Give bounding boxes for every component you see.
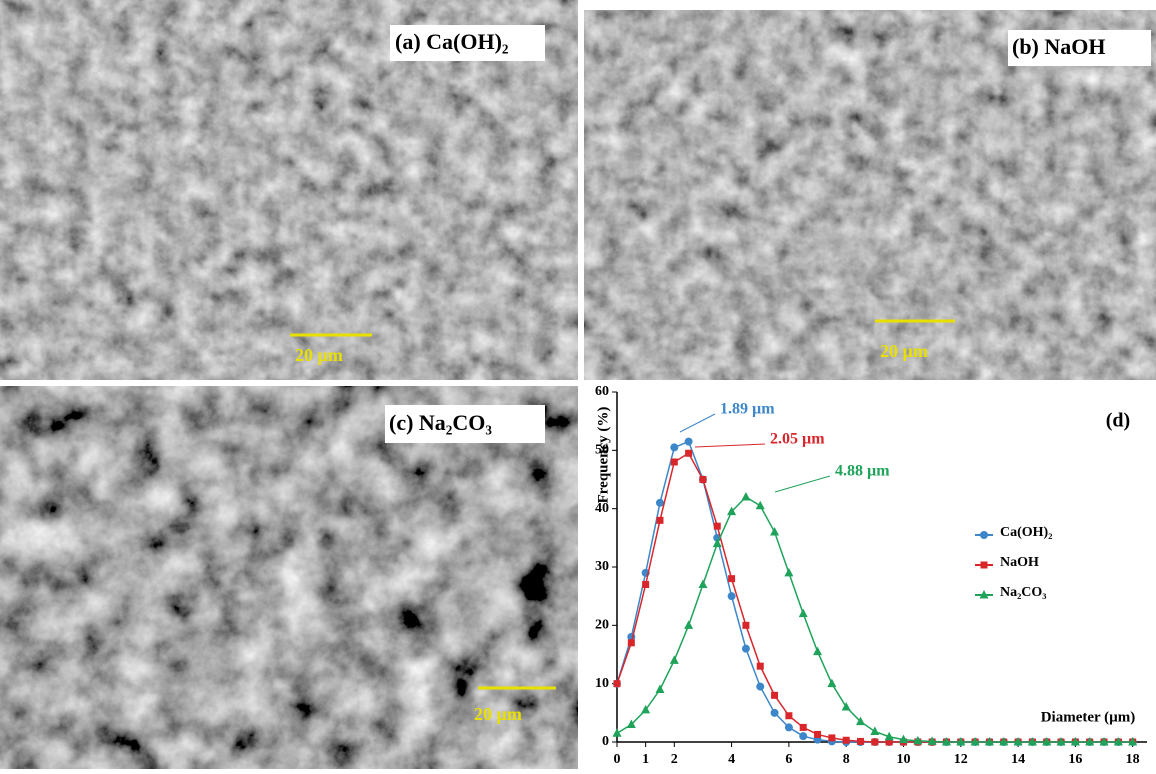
point (742, 645, 750, 653)
point (828, 734, 835, 741)
scale-bar-label: 20 µm (880, 341, 928, 361)
x-tick-label: 12 (954, 752, 968, 767)
point (656, 517, 663, 524)
point (728, 575, 735, 582)
point (628, 639, 635, 646)
point (871, 739, 878, 746)
x-tick-label: 18 (1126, 752, 1140, 767)
point (771, 709, 779, 717)
panel-label: (d) (1106, 410, 1130, 432)
point (714, 523, 721, 530)
legend-label: Na₂CO₃ (1000, 585, 1047, 600)
point (671, 459, 678, 466)
point (685, 450, 692, 457)
x-tick-label: 14 (1011, 752, 1025, 767)
y-tick-label: 60 (595, 384, 609, 399)
point (814, 731, 821, 738)
point (800, 724, 807, 731)
point (656, 499, 664, 507)
x-tick-label: 0 (614, 752, 621, 767)
x-tick-label: 6 (785, 752, 792, 767)
annotation: 2.05 µm (770, 431, 825, 448)
annotation: 4.88 µm (835, 463, 890, 480)
point (771, 692, 778, 699)
y-tick-label: 20 (595, 618, 609, 633)
panel-label: (b) NaOH (1012, 34, 1106, 59)
point (614, 680, 621, 687)
point (756, 683, 764, 691)
y-tick-label: 30 (595, 559, 609, 574)
scale-bar-label: 20 µm (474, 704, 522, 724)
y-tick-label: 40 (595, 501, 609, 516)
point (785, 712, 792, 719)
annotation: 1.89 µm (720, 401, 775, 418)
point (699, 476, 706, 483)
scale-bar-label: 20 µm (295, 345, 343, 365)
point (980, 531, 988, 539)
point (670, 443, 678, 451)
legend-label: NaOH (1000, 555, 1039, 570)
point (843, 737, 850, 744)
point (857, 738, 864, 745)
y-tick-label: 0 (602, 734, 609, 749)
panel-label: (a) Ca(OH)₂ (395, 29, 509, 54)
x-tick-label: 1 (642, 752, 649, 767)
point (742, 622, 749, 629)
point (757, 663, 764, 670)
panel-label: (c) Na₂CO₃ (389, 410, 492, 435)
point (799, 732, 807, 740)
point (685, 438, 693, 446)
x-tick-label: 4 (728, 752, 735, 767)
point (642, 581, 649, 588)
figure: (a) Ca(OH)₂ 20 µm (b) NaOH 20 µm (c) Na₂… (0, 0, 1156, 769)
x-tick-label: 10 (896, 752, 910, 767)
point (981, 562, 988, 569)
x-tick-label: 2 (671, 752, 678, 767)
x-tick-label: 16 (1068, 752, 1082, 767)
x-tick-label: 8 (843, 752, 850, 767)
point (785, 723, 793, 731)
x-axis-title: Diameter (µm) (1041, 709, 1136, 725)
y-tick-label: 10 (595, 676, 609, 691)
legend-label: Ca(OH)₂ (1000, 525, 1052, 540)
y-tick-label: 50 (595, 443, 609, 458)
point (728, 592, 736, 600)
